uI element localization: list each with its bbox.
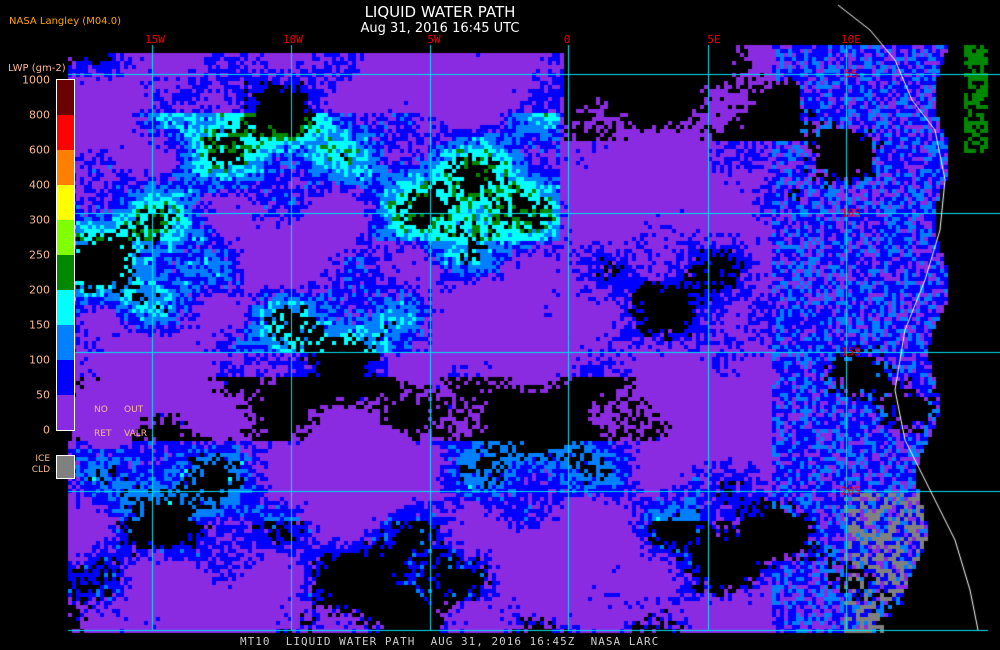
legend-tick: 50	[36, 388, 50, 402]
legend-swatch	[57, 360, 74, 395]
legend-tick: 400	[29, 178, 50, 192]
lon-label: 15W	[145, 33, 165, 46]
legend-tick: 100	[29, 353, 50, 367]
legend-tick: 800	[29, 108, 50, 122]
legend-swatch	[57, 290, 74, 325]
legend-swatch	[57, 325, 74, 360]
legend-tick: 0	[43, 423, 50, 437]
ice-cloud-swatch	[56, 455, 75, 479]
ice-label: ICE	[35, 454, 50, 464]
legend-swatch	[57, 185, 74, 220]
legend-tick: 150	[29, 318, 50, 332]
lat-label: 5S	[844, 67, 858, 81]
legend-tick: 300	[29, 213, 50, 227]
legend-swatch	[57, 220, 74, 255]
legend-tick: 1000	[22, 73, 50, 87]
legend-unit: LWP (gm-2)	[8, 63, 66, 74]
map-timestamp: Aug 31, 2016 16:45 UTC	[360, 21, 520, 36]
legend-tick: 250	[29, 248, 50, 262]
lon-label: 10E	[841, 33, 861, 46]
legend-swatch	[57, 115, 74, 150]
legend-swatch	[57, 395, 74, 430]
lon-label: 5W	[427, 33, 441, 46]
legend-swatch	[57, 255, 74, 290]
lat-label: 20S	[841, 484, 861, 498]
lon-label: 5E	[707, 33, 721, 46]
credit-label: NASA Langley (M04.0)	[9, 16, 121, 27]
lon-label: 0	[563, 33, 571, 46]
no-ret-label: RET	[94, 429, 112, 439]
map-title: LIQUID WATER PATH	[364, 3, 516, 21]
legend-swatch	[57, 80, 74, 115]
legend-tick: 600	[29, 143, 50, 157]
out-valr-label: OUT	[124, 405, 144, 415]
legend-tick: 200	[29, 283, 50, 297]
color-legend	[56, 79, 75, 431]
lat-label: 10S	[841, 206, 861, 220]
no-ret-label: NO	[94, 405, 108, 415]
ice-label: CLD	[31, 465, 50, 475]
lon-label: 10W	[283, 33, 303, 46]
footer-caption: MT10 LIQUID WATER PATH AUG 31, 2016 16:4…	[240, 635, 660, 648]
legend-swatch	[57, 150, 74, 185]
lat-label: 15S	[841, 345, 861, 359]
out-valr-label: VALR	[124, 429, 148, 439]
